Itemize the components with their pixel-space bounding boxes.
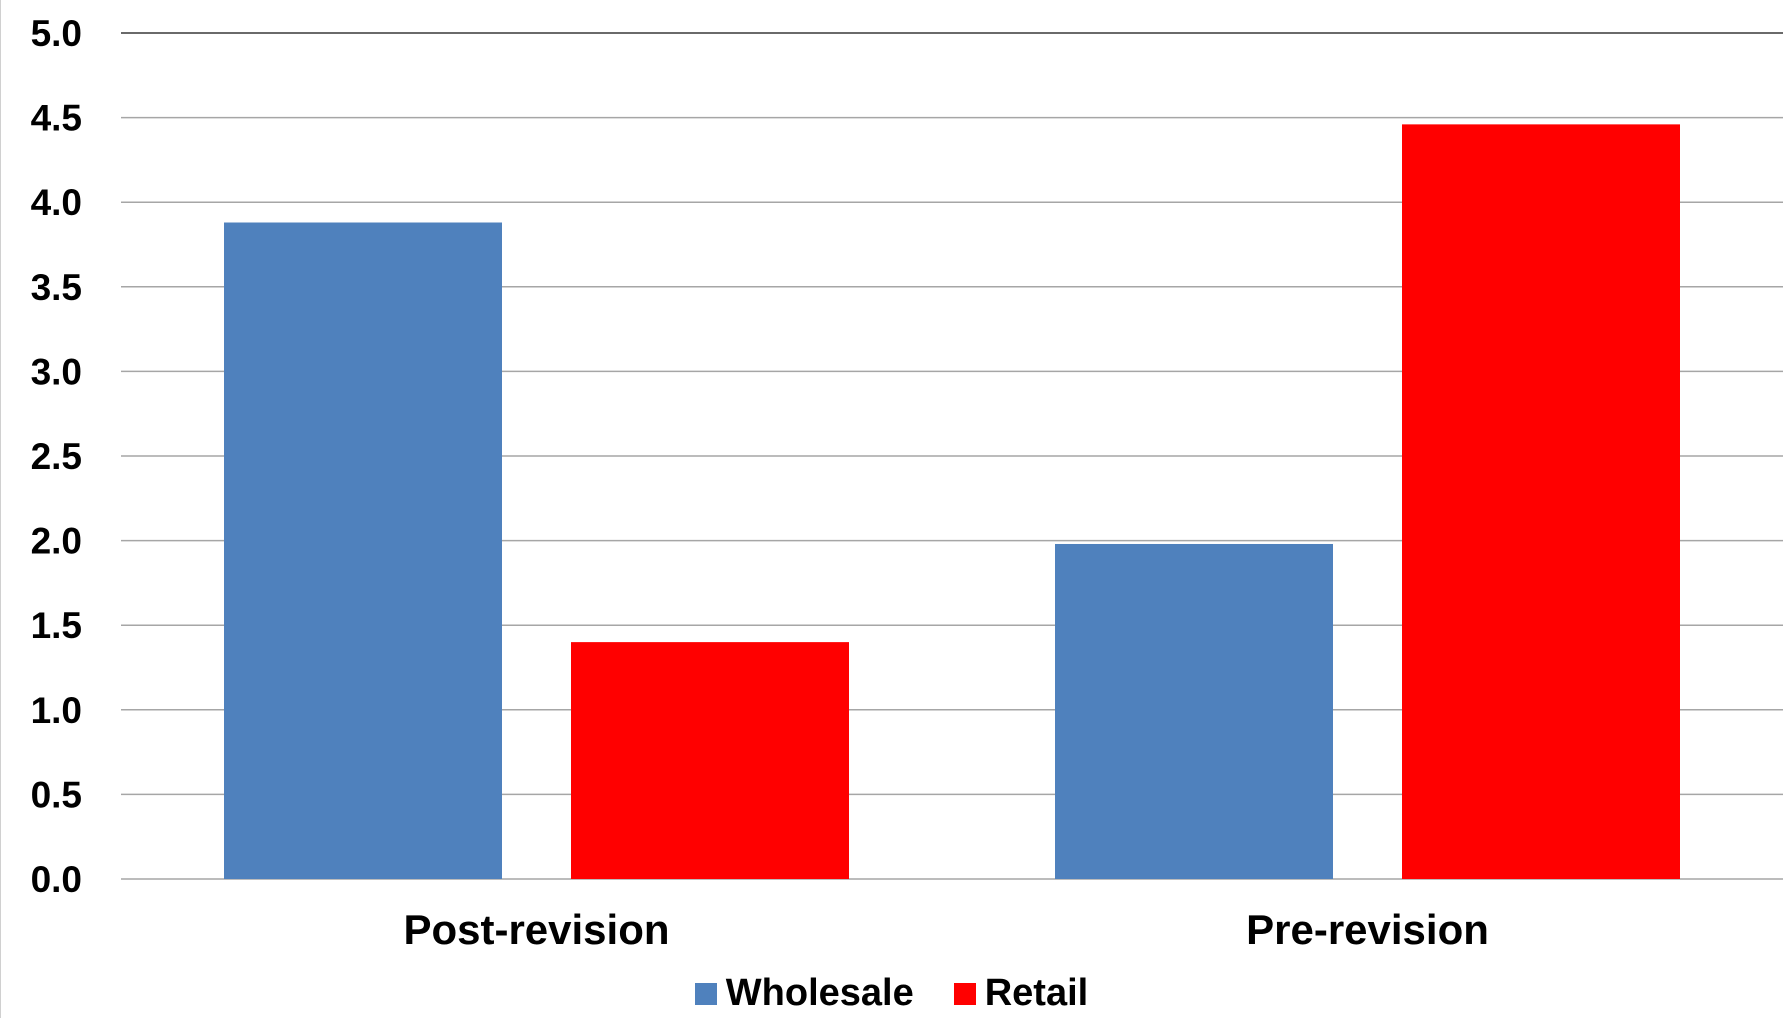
y-tick-label: 5.0	[31, 13, 82, 54]
y-tick-label: 2.5	[31, 436, 82, 477]
legend-swatch-retail	[954, 983, 976, 1005]
bar-retail-0	[571, 642, 849, 879]
bar-wholesale-0	[224, 223, 502, 879]
legend-swatch-wholesale	[695, 983, 717, 1005]
y-tick-label: 2.0	[31, 521, 82, 562]
y-tick-label: 0.0	[31, 859, 82, 900]
bar-wholesale-1	[1055, 544, 1333, 879]
y-tick-label: 0.5	[31, 774, 82, 815]
legend-item-retail: Retail	[954, 972, 1088, 1015]
y-tick-label: 3.0	[31, 351, 82, 392]
x-tick-label: Pre-revision	[1246, 906, 1489, 953]
y-tick-label: 1.0	[31, 690, 82, 731]
legend: Wholesale Retail	[0, 972, 1783, 1015]
legend-label-wholesale: Wholesale	[726, 972, 914, 1015]
y-tick-label: 1.5	[31, 605, 82, 646]
y-tick-label: 3.5	[31, 267, 82, 308]
legend-item-wholesale: Wholesale	[695, 972, 914, 1015]
x-tick-label: Post-revision	[403, 906, 669, 953]
bar-retail-1	[1402, 124, 1680, 879]
legend-label-retail: Retail	[985, 972, 1088, 1015]
y-tick-label: 4.5	[31, 98, 82, 139]
y-tick-label: 4.0	[31, 182, 82, 223]
